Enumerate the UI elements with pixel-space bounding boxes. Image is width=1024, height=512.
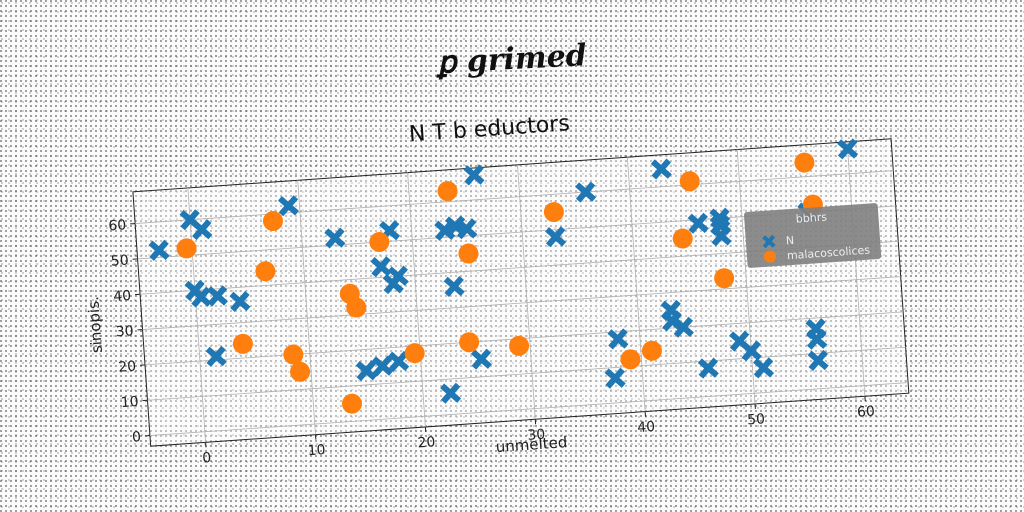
y-axis-label: sinopis. — [84, 296, 106, 354]
legend-box — [744, 203, 882, 268]
plot-area — [132, 138, 910, 447]
data-point-x — [355, 360, 377, 382]
data-marks — [148, 138, 859, 414]
data-point-x — [206, 285, 228, 307]
y-tick-label: 40 — [113, 288, 132, 305]
data-point-x — [470, 348, 492, 370]
data-point-x — [697, 357, 719, 379]
y-gridline — [147, 346, 906, 401]
data-point-x — [545, 226, 567, 248]
data-point-circle — [543, 202, 564, 223]
chart-title: N T b eductors — [408, 111, 570, 147]
x-gridline — [846, 141, 866, 397]
data-point-x — [148, 239, 170, 261]
data-point-x — [607, 328, 629, 350]
data-point-x — [371, 355, 393, 377]
x-gridline — [187, 187, 207, 443]
data-point-x — [229, 290, 251, 312]
data-point-circle — [341, 393, 362, 414]
x-tick-label: 50 — [747, 411, 766, 428]
data-point-x — [710, 225, 732, 247]
x-gridline — [407, 172, 426, 427]
x-tick-label: 0 — [202, 450, 212, 467]
data-point-x — [191, 219, 213, 241]
data-point-circle — [459, 332, 480, 353]
data-point-x — [806, 328, 828, 350]
data-point-x — [456, 218, 478, 240]
data-point-x — [672, 316, 694, 338]
data-point-x — [709, 207, 731, 229]
x-tick-label: 40 — [637, 419, 656, 436]
data-point-x — [837, 138, 859, 160]
data-point-x — [324, 227, 346, 249]
y-tick-label: 0 — [132, 429, 142, 446]
y-gridline — [142, 276, 901, 330]
data-point-circle — [458, 243, 479, 264]
data-point-x — [205, 345, 227, 367]
data-point-circle — [283, 344, 304, 365]
data-point-x — [687, 212, 709, 234]
data-point-x — [443, 275, 465, 297]
y-tick-label: 30 — [115, 323, 134, 340]
data-point-x — [463, 164, 485, 186]
data-point-circle — [794, 152, 815, 173]
data-point-x — [650, 158, 672, 180]
data-point-circle — [176, 238, 197, 259]
axis-ticks: 0 10 20 30 40 50 60 0 10 20 30 40 50 60 — [108, 217, 876, 467]
data-point-circle — [509, 335, 530, 356]
data-point-x — [277, 195, 299, 217]
legend-label: malacoscolices — [787, 244, 871, 263]
data-point-x — [604, 367, 626, 389]
data-point-circle — [404, 343, 425, 364]
y-gridline — [149, 382, 909, 436]
x-tick-label: 10 — [307, 442, 326, 459]
data-point-x — [388, 350, 410, 372]
x-tick-label: 20 — [417, 434, 436, 451]
x-tick-label: 30 — [527, 427, 546, 444]
y-gridline — [135, 170, 894, 224]
legend-title: bbhrs — [795, 210, 827, 225]
legend-marker-x — [762, 234, 776, 249]
x-gridline — [736, 149, 756, 404]
y-tick-label: 20 — [118, 359, 137, 376]
data-point-circle — [232, 333, 253, 354]
data-point-circle — [346, 297, 367, 318]
y-tick-label: 50 — [110, 253, 129, 270]
data-point-circle — [290, 361, 311, 382]
legend-marker-circle — [763, 250, 776, 263]
data-point-circle — [620, 349, 641, 370]
data-point-x — [807, 349, 829, 371]
data-point-circle — [672, 228, 693, 249]
data-point-x — [740, 340, 762, 362]
data-point-circle — [714, 268, 735, 289]
y-tick-label: 60 — [108, 217, 127, 234]
x-gridline — [297, 180, 316, 435]
x-axis-label: unmelted — [495, 433, 568, 456]
data-point-circle — [641, 340, 662, 361]
x-tick-label: 60 — [857, 404, 876, 421]
data-point-x — [190, 286, 212, 308]
data-point-x — [575, 181, 597, 203]
data-point-x — [753, 357, 775, 379]
y-tick-label: 10 — [120, 394, 139, 411]
data-point-circle — [437, 181, 458, 202]
data-point-x — [370, 256, 392, 278]
data-point-circle — [369, 232, 390, 253]
data-point-circle — [679, 171, 700, 192]
x-gridline — [517, 164, 536, 420]
data-point-x — [440, 382, 462, 404]
legend-label: N — [785, 234, 794, 248]
x-gridline — [626, 157, 646, 412]
data-point-circle — [262, 211, 283, 232]
data-point-x — [387, 265, 409, 287]
data-point-circle — [255, 261, 276, 282]
